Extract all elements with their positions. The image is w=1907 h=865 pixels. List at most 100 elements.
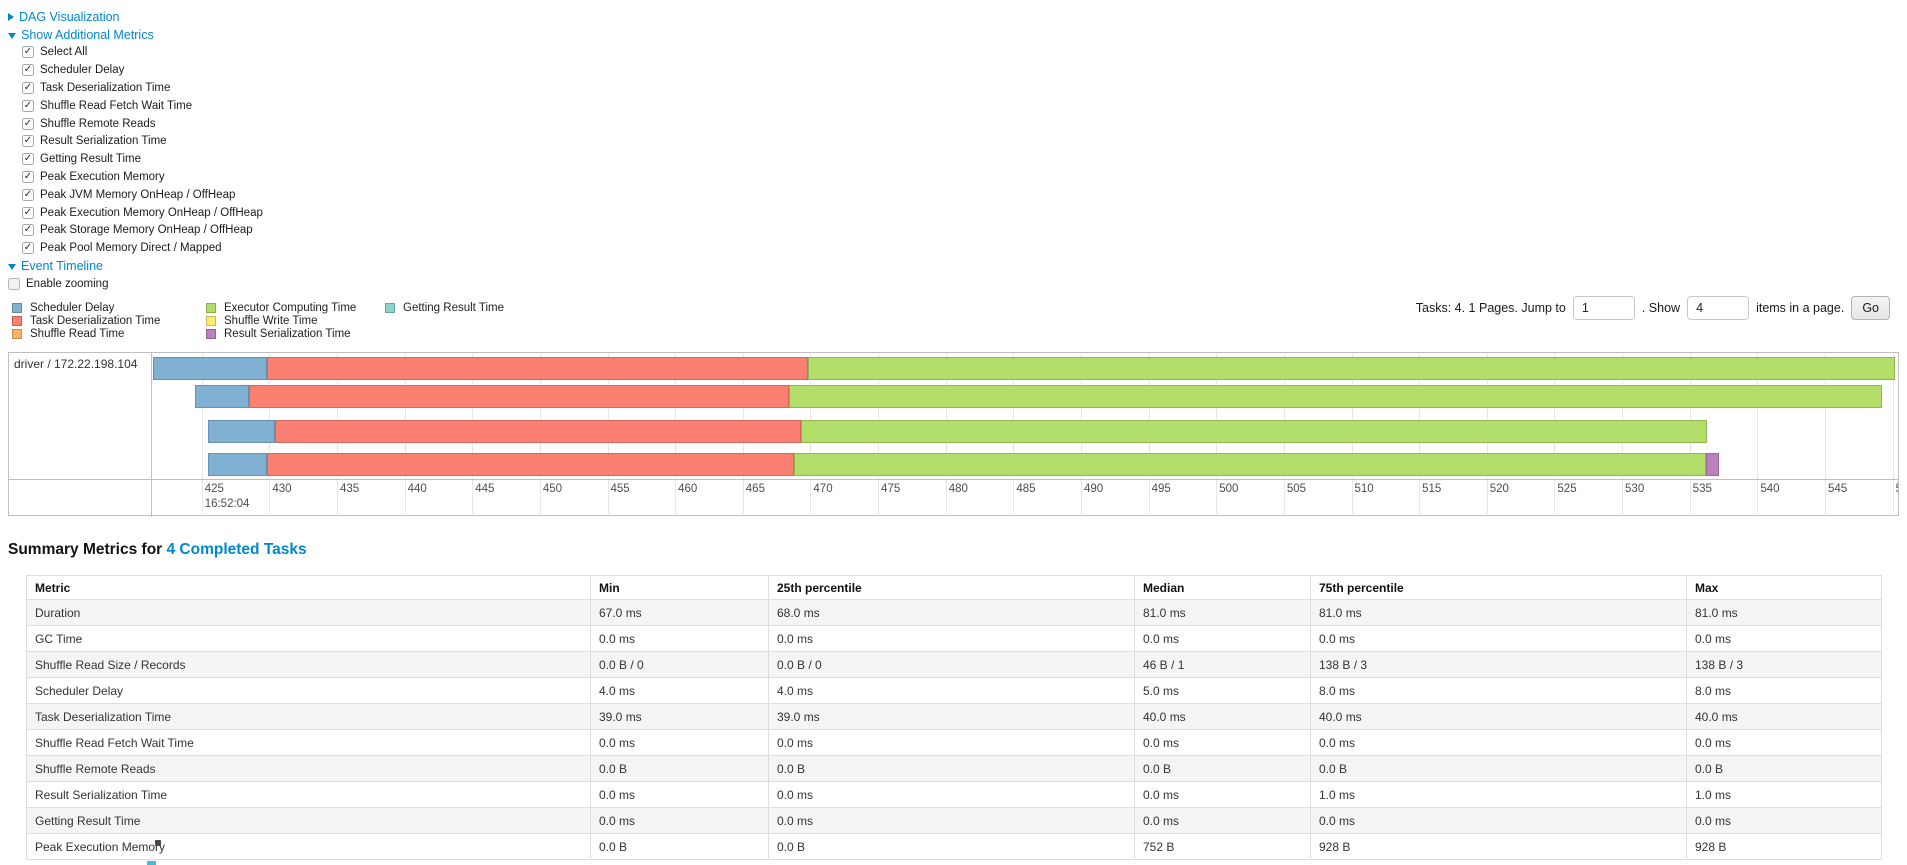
pagination-show-text: . Show xyxy=(1641,301,1681,315)
task-segment-task-deserialization[interactable] xyxy=(266,453,795,476)
metric-value-cell: 0.0 ms xyxy=(590,625,769,652)
dag-visualization-link[interactable]: DAG Visualization xyxy=(19,10,120,24)
metric-value-cell: 8.0 ms xyxy=(1310,677,1687,704)
summary-table-row: Duration 67.0 ms 68.0 ms 81.0 ms 81.0 ms 81.0… xyxy=(26,599,1882,626)
timeline-task-row xyxy=(153,453,1898,476)
expanded-arrow-icon xyxy=(8,264,16,271)
metric-checkbox-label: Task Deserialization Time xyxy=(40,82,171,95)
task-segment-executor-computing[interactable] xyxy=(794,453,1706,476)
jump-to-page-input[interactable] xyxy=(1572,296,1635,320)
metric-checkbox-label: Shuffle Read Fetch Wait Time xyxy=(40,99,193,112)
legend-item: Shuffle Read Time xyxy=(12,328,206,341)
completed-tasks-link[interactable]: 4 Completed Tasks xyxy=(166,541,307,558)
axis-tick-label: 440 xyxy=(407,483,427,495)
gridline xyxy=(201,353,203,517)
task-segment-task-deserialization[interactable] xyxy=(274,420,801,443)
go-button[interactable]: Go xyxy=(1851,296,1890,320)
timeline-task-row xyxy=(153,357,1898,380)
axis-tick-label: 540 xyxy=(1760,483,1780,495)
show-additional-metrics-toggle[interactable]: Show Additional Metrics xyxy=(8,26,154,44)
checkbox-checked-icon[interactable]: ✓ xyxy=(22,135,34,148)
summary-metrics-table: Metric Min 25th percentile Median 75th perce… xyxy=(26,575,1882,860)
legend-label: Shuffle Read Time xyxy=(30,328,125,341)
metric-value-cell: 138 B / 3 xyxy=(1310,651,1687,678)
task-segment-scheduler-delay[interactable] xyxy=(208,420,275,443)
metric-checkbox-item[interactable]: ✓ Peak Storage Memory OnHeap / OffHeap xyxy=(22,222,263,240)
metric-checkbox-item[interactable]: ✓ Peak JVM Memory OnHeap / OffHeap xyxy=(22,186,263,204)
checkbox-checked-icon[interactable]: ✓ xyxy=(22,171,34,184)
checkbox-checked-icon[interactable]: ✓ xyxy=(22,188,34,201)
checkbox-checked-icon[interactable]: ✓ xyxy=(22,82,34,95)
summary-table-row: Getting Result Time 0.0 ms 0.0 ms 0.0 ms 0.0… xyxy=(26,807,1882,834)
axis-tick-label: 475 xyxy=(881,483,901,495)
metric-value-cell: 81.0 ms xyxy=(1310,599,1687,626)
metric-name-cell: Peak Execution Memory xyxy=(26,833,591,860)
metric-checkbox-item[interactable]: ✓ Result Serialization Time xyxy=(22,133,263,151)
task-segment-scheduler-delay[interactable] xyxy=(153,357,267,380)
metric-checkbox-label: Peak Pool Memory Direct / Mapped xyxy=(40,242,222,255)
checkbox-checked-icon[interactable]: ✓ xyxy=(22,117,34,130)
axis-tick-label: 530 xyxy=(1625,483,1645,495)
enable-zooming-label: Enable zooming xyxy=(26,277,109,290)
metric-checkbox-item[interactable]: ✓ Shuffle Remote Reads xyxy=(22,115,263,133)
metric-checkbox-item[interactable]: ✓ Peak Execution Memory OnHeap / OffHeap xyxy=(22,204,263,222)
timeline-task-row xyxy=(153,420,1898,443)
enable-zooming-control[interactable]: Enable zooming xyxy=(8,275,108,293)
expanded-arrow-icon xyxy=(8,32,16,39)
checkbox-checked-icon[interactable]: ✓ xyxy=(22,99,34,112)
metric-checkbox-item[interactable]: ✓ Task Deserialization Time xyxy=(22,79,263,97)
task-segment-executor-computing[interactable] xyxy=(788,385,1882,408)
metric-value-cell: 0.0 ms xyxy=(1686,729,1882,756)
legend-column: Scheduler Delay Task Deserialization Time… xyxy=(12,301,206,341)
legend-swatch-icon xyxy=(206,316,216,327)
checkbox-checked-icon[interactable]: ✓ xyxy=(22,224,34,237)
task-segment-task-deserialization[interactable] xyxy=(266,357,808,380)
summary-table-row: Result Serialization Time 0.0 ms 0.0 ms 0.0… xyxy=(26,781,1882,808)
task-segment-executor-computing[interactable] xyxy=(800,420,1708,443)
axis-tick-label: 505 xyxy=(1286,483,1307,495)
axis-tick-label: 520 xyxy=(1489,483,1509,495)
metric-value-cell: 0.0 B xyxy=(590,755,769,782)
items-per-page-input[interactable] xyxy=(1687,296,1750,320)
checkbox-checked-icon[interactable]: ✓ xyxy=(22,153,34,166)
task-segment-executor-computing[interactable] xyxy=(807,357,1896,380)
metric-value-cell: 4.0 ms xyxy=(590,677,769,704)
metric-checkbox-item[interactable]: ✓ Peak Execution Memory xyxy=(22,168,263,186)
metric-name-cell: Shuffle Read Size / Records xyxy=(26,651,591,678)
axis-tick-label: 445 xyxy=(475,483,495,495)
metric-checkbox-item[interactable]: ✓ Getting Result Time xyxy=(22,150,263,168)
metric-checkbox-item[interactable]: ✓ Peak Pool Memory Direct / Mapped xyxy=(22,239,263,257)
task-segment-scheduler-delay[interactable] xyxy=(194,385,250,408)
metric-value-cell: 4.0 ms xyxy=(768,677,1135,704)
metric-value-cell: 81.0 ms xyxy=(1134,599,1311,626)
metric-value-cell: 0.0 B / 0 xyxy=(768,651,1135,678)
task-segment-scheduler-delay[interactable] xyxy=(208,453,267,476)
legend-label: Scheduler Delay xyxy=(30,301,115,314)
task-segment-result-serialization[interactable] xyxy=(1705,453,1720,476)
checkbox-unchecked-icon[interactable] xyxy=(8,277,20,290)
metric-value-cell: 0.0 ms xyxy=(1310,807,1687,834)
axis-tick-label: 535 xyxy=(1692,483,1712,495)
show-additional-metrics-link[interactable]: Show Additional Metrics xyxy=(21,27,154,42)
metric-name-cell: Duration xyxy=(26,599,591,626)
summary-table-row: Shuffle Remote Reads 0.0 B 0.0 B 0.0 B 0.0 B… xyxy=(26,755,1882,782)
dag-visualization-toggle[interactable]: DAG Visualization xyxy=(8,8,120,26)
metric-checkbox-item[interactable]: ✓ Scheduler Delay xyxy=(22,61,263,79)
pagination-summary-text: Tasks: 4. 1 Pages. Jump to xyxy=(1415,301,1566,315)
task-pagination: Tasks: 4. 1 Pages. Jump to . Show items … xyxy=(1416,294,1890,322)
event-timeline-toggle[interactable]: Event Timeline xyxy=(8,257,103,275)
checkbox-checked-icon[interactable]: ✓ xyxy=(22,206,34,219)
legend-column: Getting Result Time xyxy=(385,301,504,341)
metric-value-cell: 138 B / 3 xyxy=(1686,651,1882,678)
metric-value-cell: 39.0 ms xyxy=(590,703,769,730)
metric-value-cell: 0.0 ms xyxy=(1686,625,1882,652)
collapsed-arrow-icon xyxy=(8,13,14,21)
checkbox-checked-icon[interactable]: ✓ xyxy=(22,242,34,255)
metric-checkbox-item[interactable]: ✓ Shuffle Read Fetch Wait Time xyxy=(22,97,263,115)
checkbox-checked-icon[interactable]: ✓ xyxy=(22,46,34,59)
checkbox-checked-icon[interactable]: ✓ xyxy=(22,64,34,77)
task-segment-task-deserialization[interactable] xyxy=(249,385,789,408)
event-timeline-link[interactable]: Event Timeline xyxy=(21,259,103,274)
metric-checkbox-item[interactable]: ✓ Select All xyxy=(22,44,263,62)
